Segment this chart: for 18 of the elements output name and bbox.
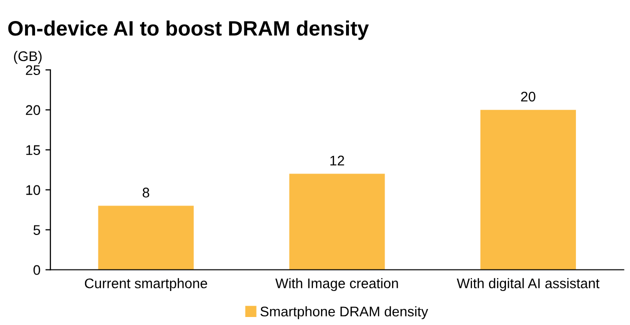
y-tick-label: 10 (26, 185, 40, 195)
data-label: 12 (330, 156, 344, 166)
legend-label: Smartphone DRAM density (260, 306, 428, 320)
chart-title: On-device AI to boost DRAM density (8, 20, 369, 40)
x-tick-label: With Image creation (275, 278, 398, 292)
y-tick-label: 5 (34, 225, 40, 235)
y-tick-label: 0 (33, 265, 40, 275)
y-tick-label: 15 (26, 145, 40, 155)
x-tick-label: With digital AI assistant (456, 278, 600, 292)
x-tick-label: Current smartphone (84, 278, 208, 292)
data-label: 8 (142, 188, 150, 198)
bar (480, 110, 576, 270)
y-axis-title: (GB) (14, 50, 42, 64)
data-label: 20 (521, 92, 536, 102)
bar (289, 174, 385, 270)
y-tick-label: 20 (26, 105, 40, 116)
y-tick-label: 25 (26, 65, 40, 76)
bar (98, 206, 194, 270)
